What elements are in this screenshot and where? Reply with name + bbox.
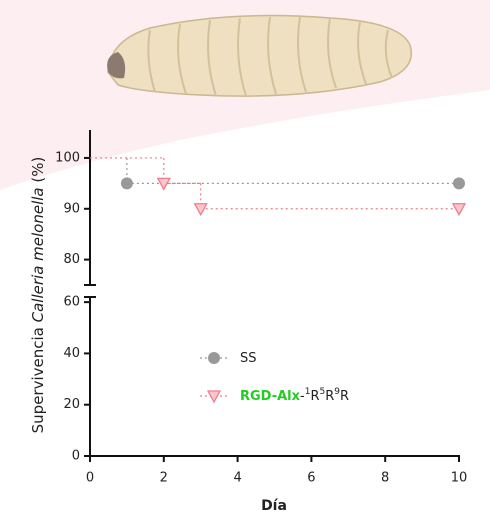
x-tick-label: 0 <box>86 471 94 486</box>
y-tick-label: 0 <box>72 449 80 464</box>
marker <box>120 177 133 190</box>
marker <box>193 203 208 217</box>
marker <box>451 203 467 217</box>
marker <box>156 177 171 191</box>
y-tick-label: 20 <box>63 397 80 412</box>
legend-label-part: 1 <box>305 387 311 397</box>
y-tick-label: 100 <box>55 150 80 165</box>
x-tick-label: 10 <box>451 471 468 486</box>
y-label-part: Supervivencia <box>29 322 47 433</box>
y-label-part: (%) <box>29 157 47 188</box>
x-tick-label: 6 <box>307 471 315 486</box>
x-tick-label: 8 <box>381 471 389 486</box>
y-tick-label: 40 <box>63 346 80 361</box>
y-tick-label: 80 <box>63 252 80 267</box>
marker <box>206 390 222 404</box>
legend-label-part: 9 <box>334 387 340 397</box>
legend-label-part: - <box>300 389 305 404</box>
y-label-part: Calleria melonella <box>29 187 47 322</box>
y-tick-label: 60 <box>63 295 80 310</box>
y-tick-label: 90 <box>63 201 80 216</box>
legend-label-part: R <box>340 389 349 404</box>
legend-label: SS <box>240 351 257 366</box>
x-axis-label: Día <box>261 498 287 514</box>
larva-illustration <box>107 14 413 97</box>
y-axis-label: Supervivencia Calleria melonella (%) <box>29 157 47 434</box>
legend-label: RGD-Alx-1R5R9R <box>240 387 349 404</box>
x-tick-label: 4 <box>233 471 241 486</box>
axes <box>84 130 460 457</box>
legend-label-part: SS <box>240 351 257 366</box>
marker <box>208 352 220 364</box>
legend-label-part: R <box>325 389 334 404</box>
legend-label-part: 5 <box>320 387 326 397</box>
legend-label-part: R <box>310 389 319 404</box>
legend-label-part: RGD-Alx <box>240 389 301 404</box>
marker <box>453 177 465 190</box>
x-tick-label: 2 <box>160 471 168 486</box>
